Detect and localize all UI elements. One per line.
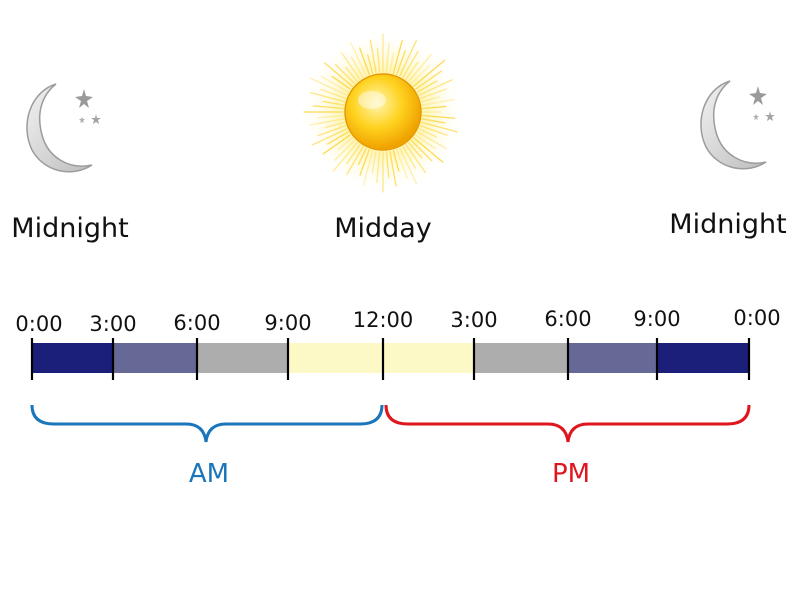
am-brace [30, 404, 384, 443]
timeline-tick-label: 3:00 [450, 308, 497, 332]
timeline-segment [474, 343, 568, 373]
midday-label: Midday [334, 213, 432, 244]
timeline-tick-label: 0:00 [15, 312, 62, 336]
timeline-tick-label: 12:00 [353, 308, 414, 332]
midnight-left-label: Midnight [11, 213, 128, 244]
timeline-segment [32, 343, 113, 373]
timeline-segment [288, 343, 474, 373]
timeline-tick-label: 6:00 [173, 311, 220, 335]
timeline-tick-label: 6:00 [544, 307, 591, 331]
timeline-segment [113, 343, 197, 373]
timeline-bar: 0:00 3:00 6:00 9:00 12:00 3:00 6:00 9:00 0:00 [15, 306, 781, 380]
timeline-segment [197, 343, 288, 373]
midnight-right-label: Midnight [669, 209, 786, 240]
pm-label: PM [552, 459, 590, 489]
moon-stars-icon [700, 80, 775, 170]
timeline-tick-label: 9:00 [633, 307, 680, 331]
timeline-segment [568, 343, 657, 373]
timeline-tick-label: 3:00 [89, 312, 136, 336]
pm-brace [384, 404, 751, 443]
sun-icon [301, 30, 465, 194]
moon-stars-icon [26, 83, 101, 173]
timeline-tick-label: 9:00 [264, 311, 311, 335]
timeline-segment [657, 343, 749, 373]
timeline-tick-label: 0:00 [733, 306, 780, 330]
am-label: AM [189, 459, 229, 489]
